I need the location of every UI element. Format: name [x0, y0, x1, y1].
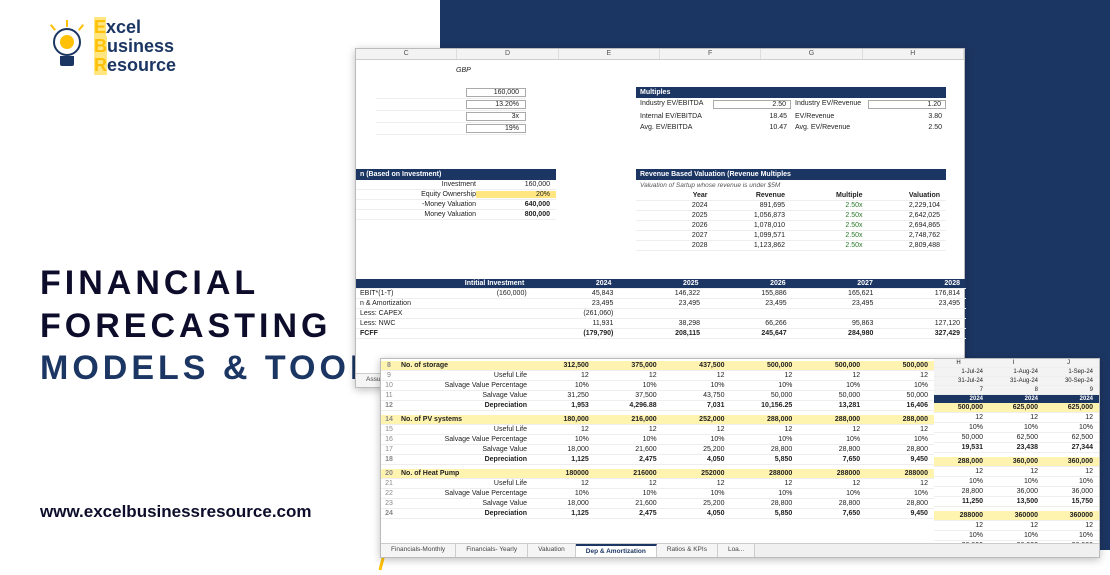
spreadsheet-valuation: CDEFGH GBP 160,00013.20%3x19% Multiples …	[355, 48, 965, 388]
multiples-block: Multiples Industry EV/EBITDA2.50Industry…	[636, 87, 946, 133]
depreciation-body: 8No. of storage312,500375,000437,500500,…	[381, 359, 934, 543]
tab-loa-[interactable]: Loa...	[718, 544, 755, 557]
column-headers: CDEFGH	[356, 49, 964, 60]
sheet-tabs-2[interactable]: Financials-MonthlyFinancials- YearlyValu…	[381, 543, 1099, 557]
depreciation-right-cols: 500,000625,000625,00012121210%10%10%50,0…	[934, 403, 1099, 543]
date-header-block: HIJ1-Jul-241-Aug-241-Sep-2431-Jul-2431-A…	[934, 359, 1099, 404]
logo-text: Excel Business Resource	[94, 18, 176, 75]
tab-valuation[interactable]: Valuation	[528, 544, 576, 557]
logo: Excel Business Resource	[48, 18, 176, 75]
tab-ratios-kpis[interactable]: Ratios & KPIs	[657, 544, 718, 557]
spreadsheet-depreciation: HIJ1-Jul-241-Aug-241-Sep-2431-Jul-2431-A…	[380, 358, 1100, 558]
revenue-valuation-block: Revenue Based Valuation (Revenue Multipl…	[636, 169, 946, 251]
tab-dep-amortization[interactable]: Dep & Amortization	[576, 544, 657, 557]
tab-financials-monthly[interactable]: Financials-Monthly	[381, 544, 456, 557]
tab-financials-yearly[interactable]: Financials- Yearly	[456, 544, 528, 557]
investment-block: n (Based on Investment) Investment160,00…	[356, 169, 556, 220]
website-url: www.excelbusinessresource.com	[40, 502, 312, 522]
currency-label: GBP	[456, 67, 471, 74]
input-block: 160,00013.20%3x19%	[376, 87, 526, 135]
headline: FINANCIAL FORECASTING MODELS & TOOLS	[40, 262, 401, 390]
lightbulb-icon	[48, 22, 86, 70]
dcf-block: Intitial Investment20242025202620272028E…	[356, 279, 966, 339]
